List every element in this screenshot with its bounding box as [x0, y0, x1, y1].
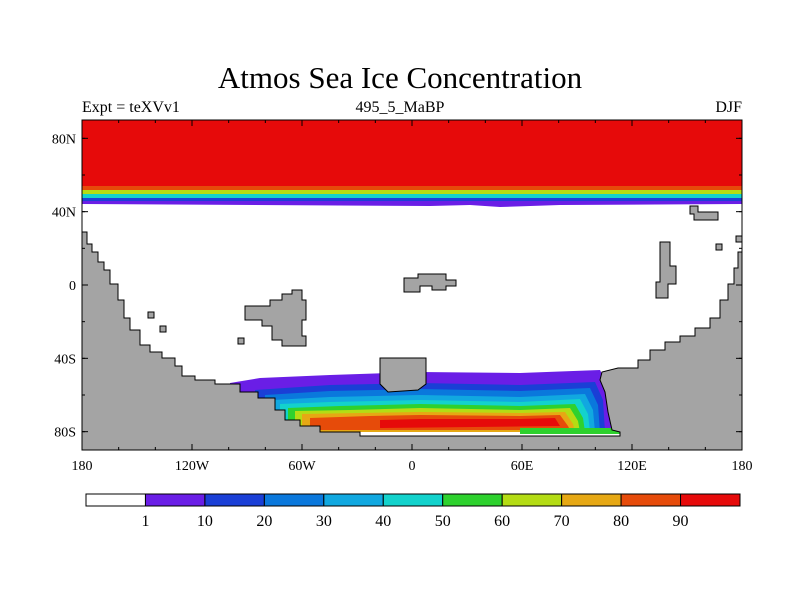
land-masses [82, 205, 742, 450]
colorbar-label: 20 [256, 513, 272, 530]
x-tick-label: 120E [617, 459, 647, 474]
north-ice-40 [82, 194, 742, 198]
north-ice-1 [82, 201, 742, 207]
colorbar-label: 80 [613, 513, 629, 530]
colorbar-swatch [501, 493, 563, 507]
season-label: DJF [715, 99, 742, 116]
island-pacific-north [689, 205, 719, 221]
south-ice [230, 370, 620, 434]
island-small-a [147, 311, 155, 319]
experiment-label: Expt = teXVv1 [82, 99, 180, 116]
y-tick-label: 80S [54, 426, 76, 441]
north-ice-80 [82, 186, 742, 190]
island-small-d [735, 235, 742, 243]
island-south [379, 357, 427, 393]
x-tick-label: 60E [511, 459, 534, 474]
period-label: 495_5_MaBP [355, 99, 445, 116]
y-tick-label: 40N [52, 206, 76, 221]
north-ice-band [82, 120, 742, 207]
colorbar-swatch [204, 493, 265, 507]
colorbar-swatch [620, 493, 682, 507]
y-tick-label: 40S [54, 352, 76, 367]
axis-ticks: 180 120W 60W 0 60E 120E 180 80N 40N 0 40S 80S [52, 120, 753, 474]
colorbar-label: 40 [375, 513, 391, 530]
colorbar-label: 90 [673, 513, 689, 530]
map-plot-area [82, 120, 742, 450]
colorbar-swatch [85, 493, 146, 507]
island-small-c [237, 337, 245, 345]
colorbar-label: 1 [141, 513, 149, 530]
x-tick-label: 180 [732, 459, 753, 474]
colorbar-swatch [561, 493, 622, 507]
y-tick-label: 0 [69, 279, 76, 294]
x-tick-label: 60W [288, 459, 316, 474]
island-equatorial [403, 273, 457, 293]
island-atlantic [244, 289, 307, 347]
colorbar: 1 10 20 30 40 50 60 70 80 90 [85, 493, 741, 530]
north-ice-90 [82, 120, 742, 189]
colorbar-swatch [680, 493, 741, 507]
colorbar-label: 60 [494, 513, 510, 530]
colorbar-label: 30 [316, 513, 332, 530]
colorbar-label: 50 [435, 513, 451, 530]
x-tick-label: 120W [175, 459, 210, 474]
y-tick-label: 80N [52, 132, 76, 147]
north-ice-60 [82, 190, 742, 194]
colorbar-swatch [323, 493, 384, 507]
colorbar-label: 70 [554, 513, 570, 530]
chart-title: Atmos Sea Ice Concentration [217, 60, 583, 95]
south-ice-edge [520, 428, 620, 434]
colorbar-swatch [263, 493, 325, 507]
colorbar-swatch [442, 493, 503, 507]
island-pacific-west [655, 241, 677, 299]
colorbar-label: 10 [197, 513, 213, 530]
x-tick-label: 0 [409, 459, 416, 474]
south-land-continent [82, 231, 742, 450]
x-tick-label: 180 [72, 459, 93, 474]
colorbar-swatch [144, 493, 206, 507]
island-small-east [715, 243, 723, 251]
island-small-b [159, 325, 167, 333]
colorbar-swatch [382, 493, 444, 507]
south-ice-90 [380, 418, 560, 428]
